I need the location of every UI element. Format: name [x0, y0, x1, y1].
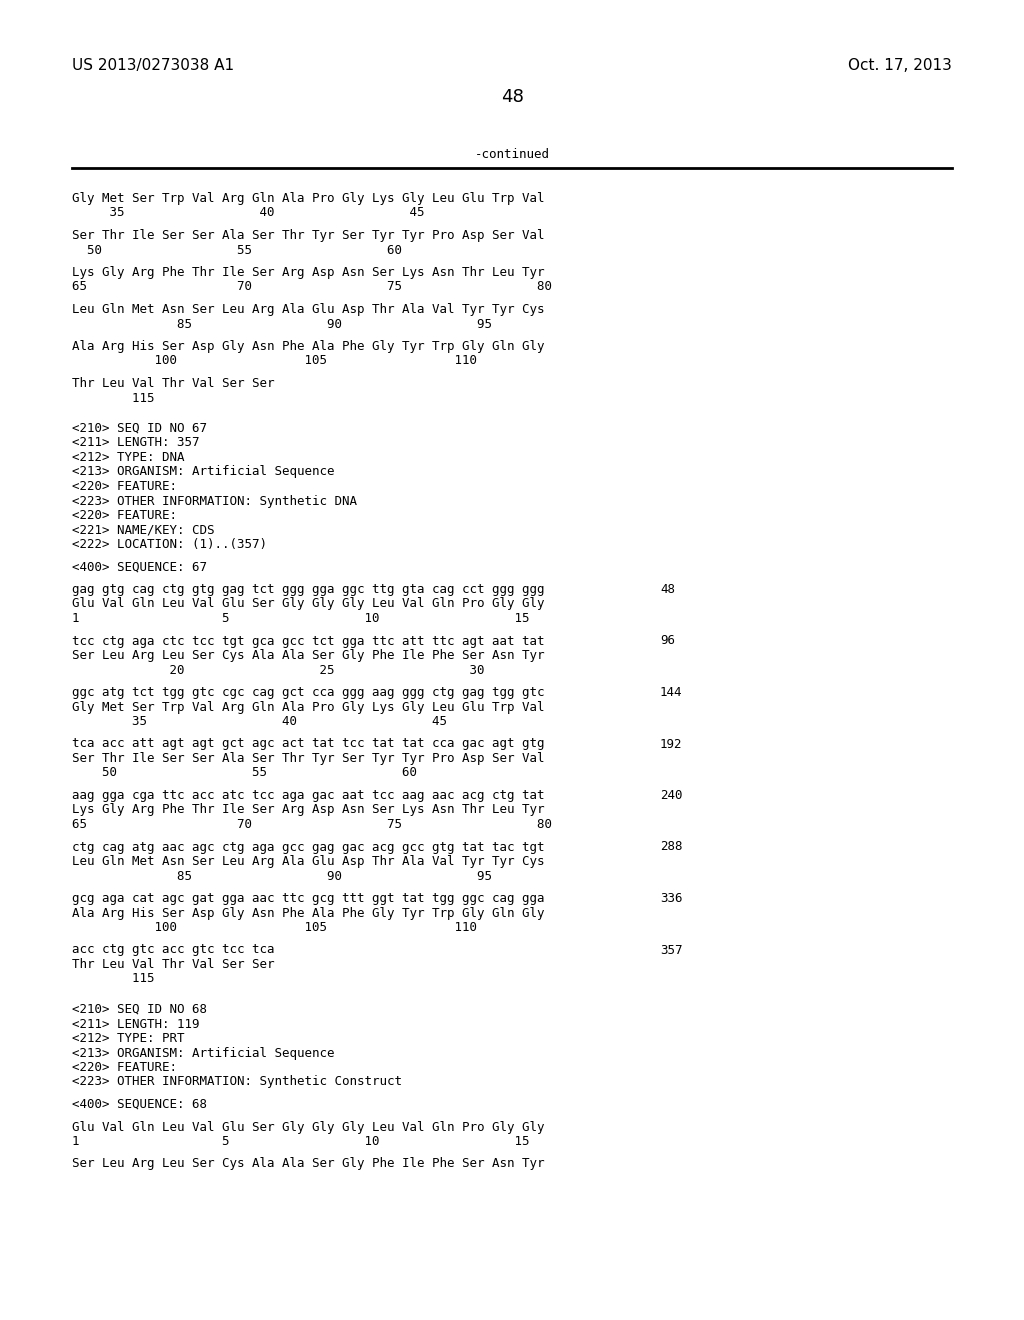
Text: 20                  25                  30: 20 25 30 — [72, 664, 484, 676]
Text: acc ctg gtc acc gtc tcc tca: acc ctg gtc acc gtc tcc tca — [72, 944, 274, 957]
Text: tcc ctg aga ctc tcc tgt gca gcc tct gga ttc att ttc agt aat tat: tcc ctg aga ctc tcc tgt gca gcc tct gga … — [72, 635, 545, 648]
Text: 48: 48 — [660, 583, 675, 597]
Text: Lys Gly Arg Phe Thr Ile Ser Arg Asp Asn Ser Lys Asn Thr Leu Tyr: Lys Gly Arg Phe Thr Ile Ser Arg Asp Asn … — [72, 267, 545, 279]
Text: Ala Arg His Ser Asp Gly Asn Phe Ala Phe Gly Tyr Trp Gly Gln Gly: Ala Arg His Ser Asp Gly Asn Phe Ala Phe … — [72, 907, 545, 920]
Text: 192: 192 — [660, 738, 683, 751]
Text: 35                  40                  45: 35 40 45 — [72, 206, 425, 219]
Text: <212> TYPE: PRT: <212> TYPE: PRT — [72, 1032, 184, 1045]
Text: 96: 96 — [660, 635, 675, 648]
Text: 115: 115 — [72, 392, 155, 404]
Text: 65                    70                  75                  80: 65 70 75 80 — [72, 818, 552, 832]
Text: 50                  55                  60: 50 55 60 — [72, 243, 402, 256]
Text: ctg cag atg aac agc ctg aga gcc gag gac acg gcc gtg tat tac tgt: ctg cag atg aac agc ctg aga gcc gag gac … — [72, 841, 545, 854]
Text: <212> TYPE: DNA: <212> TYPE: DNA — [72, 451, 184, 465]
Text: 100                 105                 110: 100 105 110 — [72, 921, 477, 935]
Text: Glu Val Gln Leu Val Glu Ser Gly Gly Gly Leu Val Gln Pro Gly Gly: Glu Val Gln Leu Val Glu Ser Gly Gly Gly … — [72, 1121, 545, 1134]
Text: gag gtg cag ctg gtg gag tct ggg gga ggc ttg gta cag cct ggg ggg: gag gtg cag ctg gtg gag tct ggg gga ggc … — [72, 583, 545, 597]
Text: tca acc att agt agt gct agc act tat tcc tat tat cca gac agt gtg: tca acc att agt agt gct agc act tat tcc … — [72, 738, 545, 751]
Text: <223> OTHER INFORMATION: Synthetic Construct: <223> OTHER INFORMATION: Synthetic Const… — [72, 1076, 402, 1089]
Text: Glu Val Gln Leu Val Glu Ser Gly Gly Gly Leu Val Gln Pro Gly Gly: Glu Val Gln Leu Val Glu Ser Gly Gly Gly … — [72, 598, 545, 610]
Text: <222> LOCATION: (1)..(357): <222> LOCATION: (1)..(357) — [72, 539, 267, 550]
Text: gcg aga cat agc gat gga aac ttc gcg ttt ggt tat tgg ggc cag gga: gcg aga cat agc gat gga aac ttc gcg ttt … — [72, 892, 545, 906]
Text: <213> ORGANISM: Artificial Sequence: <213> ORGANISM: Artificial Sequence — [72, 1047, 335, 1060]
Text: <221> NAME/KEY: CDS: <221> NAME/KEY: CDS — [72, 524, 214, 536]
Text: <220> FEATURE:: <220> FEATURE: — [72, 510, 177, 521]
Text: 50                  55                  60: 50 55 60 — [72, 767, 417, 780]
Text: <400> SEQUENCE: 67: <400> SEQUENCE: 67 — [72, 561, 207, 573]
Text: <210> SEQ ID NO 67: <210> SEQ ID NO 67 — [72, 422, 207, 436]
Text: Gly Met Ser Trp Val Arg Gln Ala Pro Gly Lys Gly Leu Glu Trp Val: Gly Met Ser Trp Val Arg Gln Ala Pro Gly … — [72, 701, 545, 714]
Text: 115: 115 — [72, 973, 155, 986]
Text: <211> LENGTH: 119: <211> LENGTH: 119 — [72, 1018, 200, 1031]
Text: aag gga cga ttc acc atc tcc aga gac aat tcc aag aac acg ctg tat: aag gga cga ttc acc atc tcc aga gac aat … — [72, 789, 545, 803]
Text: 100                 105                 110: 100 105 110 — [72, 355, 477, 367]
Text: Gly Met Ser Trp Val Arg Gln Ala Pro Gly Lys Gly Leu Glu Trp Val: Gly Met Ser Trp Val Arg Gln Ala Pro Gly … — [72, 191, 545, 205]
Text: 336: 336 — [660, 892, 683, 906]
Text: 1                   5                  10                  15: 1 5 10 15 — [72, 612, 529, 624]
Text: Lys Gly Arg Phe Thr Ile Ser Arg Asp Asn Ser Lys Asn Thr Leu Tyr: Lys Gly Arg Phe Thr Ile Ser Arg Asp Asn … — [72, 804, 545, 817]
Text: 85                  90                  95: 85 90 95 — [72, 318, 492, 330]
Text: 240: 240 — [660, 789, 683, 803]
Text: Thr Leu Val Thr Val Ser Ser: Thr Leu Val Thr Val Ser Ser — [72, 378, 274, 389]
Text: <213> ORGANISM: Artificial Sequence: <213> ORGANISM: Artificial Sequence — [72, 466, 335, 479]
Text: 85                  90                  95: 85 90 95 — [72, 870, 492, 883]
Text: 35                  40                  45: 35 40 45 — [72, 715, 447, 729]
Text: <400> SEQUENCE: 68: <400> SEQUENCE: 68 — [72, 1098, 207, 1111]
Text: <220> FEATURE:: <220> FEATURE: — [72, 1061, 177, 1074]
Text: <211> LENGTH: 357: <211> LENGTH: 357 — [72, 437, 200, 450]
Text: 357: 357 — [660, 944, 683, 957]
Text: Oct. 17, 2013: Oct. 17, 2013 — [848, 58, 952, 73]
Text: 144: 144 — [660, 686, 683, 700]
Text: Leu Gln Met Asn Ser Leu Arg Ala Glu Asp Thr Ala Val Tyr Tyr Cys: Leu Gln Met Asn Ser Leu Arg Ala Glu Asp … — [72, 855, 545, 869]
Text: Ser Thr Ile Ser Ser Ala Ser Thr Tyr Ser Tyr Tyr Pro Asp Ser Val: Ser Thr Ile Ser Ser Ala Ser Thr Tyr Ser … — [72, 228, 545, 242]
Text: <220> FEATURE:: <220> FEATURE: — [72, 480, 177, 492]
Text: 288: 288 — [660, 841, 683, 854]
Text: <223> OTHER INFORMATION: Synthetic DNA: <223> OTHER INFORMATION: Synthetic DNA — [72, 495, 357, 507]
Text: 1                   5                  10                  15: 1 5 10 15 — [72, 1135, 529, 1148]
Text: US 2013/0273038 A1: US 2013/0273038 A1 — [72, 58, 234, 73]
Text: Leu Gln Met Asn Ser Leu Arg Ala Glu Asp Thr Ala Val Tyr Tyr Cys: Leu Gln Met Asn Ser Leu Arg Ala Glu Asp … — [72, 304, 545, 315]
Text: Thr Leu Val Thr Val Ser Ser: Thr Leu Val Thr Val Ser Ser — [72, 958, 274, 972]
Text: 48: 48 — [501, 88, 523, 106]
Text: ggc atg tct tgg gtc cgc cag gct cca ggg aag ggg ctg gag tgg gtc: ggc atg tct tgg gtc cgc cag gct cca ggg … — [72, 686, 545, 700]
Text: <210> SEQ ID NO 68: <210> SEQ ID NO 68 — [72, 1003, 207, 1016]
Text: 65                    70                  75                  80: 65 70 75 80 — [72, 281, 552, 293]
Text: Ser Leu Arg Leu Ser Cys Ala Ala Ser Gly Phe Ile Phe Ser Asn Tyr: Ser Leu Arg Leu Ser Cys Ala Ala Ser Gly … — [72, 649, 545, 663]
Text: -continued: -continued — [474, 148, 550, 161]
Text: Ala Arg His Ser Asp Gly Asn Phe Ala Phe Gly Tyr Trp Gly Gln Gly: Ala Arg His Ser Asp Gly Asn Phe Ala Phe … — [72, 341, 545, 352]
Text: Ser Thr Ile Ser Ser Ala Ser Thr Tyr Ser Tyr Tyr Pro Asp Ser Val: Ser Thr Ile Ser Ser Ala Ser Thr Tyr Ser … — [72, 752, 545, 766]
Text: Ser Leu Arg Leu Ser Cys Ala Ala Ser Gly Phe Ile Phe Ser Asn Tyr: Ser Leu Arg Leu Ser Cys Ala Ala Ser Gly … — [72, 1158, 545, 1171]
